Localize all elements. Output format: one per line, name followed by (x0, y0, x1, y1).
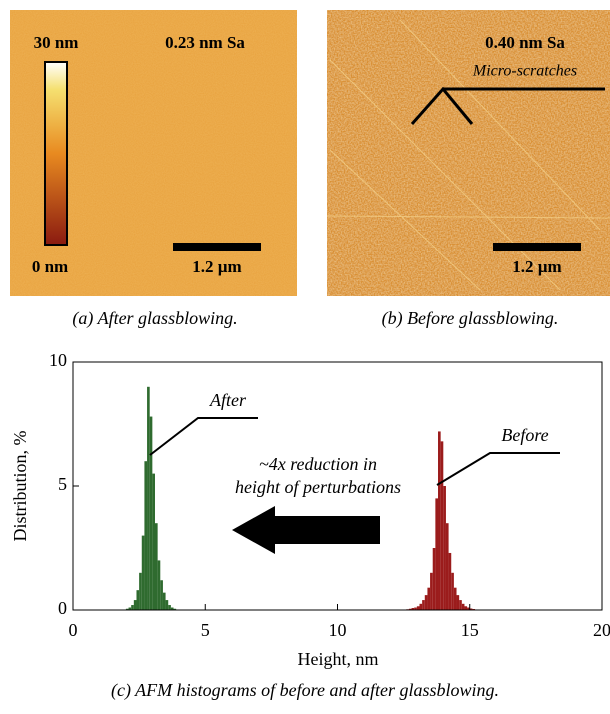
colorbar-min: 0 nm (32, 257, 68, 276)
histogram-bar (446, 523, 449, 610)
histogram-bar (166, 600, 169, 610)
y-tick-label: 10 (49, 350, 67, 370)
scale-bar-label: 1.2 µm (512, 257, 561, 276)
scale-bar (173, 243, 261, 251)
x-tick-label: 0 (69, 620, 78, 640)
histogram-bar (158, 560, 161, 610)
x-axis-label: Height, nm (298, 649, 379, 669)
figure: 30 nm 0 nm 0.23 nm Sa 1.2 µm (a) After g… (0, 0, 610, 709)
y-tick-label: 5 (58, 474, 67, 494)
histogram-bar (459, 600, 462, 610)
histogram-bar (425, 595, 428, 610)
x-tick-label: 20 (593, 620, 610, 640)
caption: (b) Before glassblowing. (382, 308, 559, 329)
histogram-bar (462, 604, 465, 610)
histogram-bar (163, 593, 166, 610)
histogram-bar (457, 595, 460, 610)
histogram-bar (443, 486, 446, 610)
roughness: 0.23 nm Sa (165, 33, 245, 52)
scale-bar-label: 1.2 µm (192, 257, 241, 276)
histogram-bar (417, 606, 420, 610)
series-label: After (209, 390, 247, 410)
histogram-bar (142, 536, 145, 610)
histogram-bar (435, 498, 438, 610)
histogram-bar (449, 553, 452, 610)
histogram-bar (134, 600, 137, 610)
histogram-bar (451, 573, 454, 610)
leader (437, 453, 560, 485)
x-tick-label: 5 (201, 620, 210, 640)
histogram-bar (147, 387, 150, 610)
histogram-bar (160, 580, 163, 610)
arrow (232, 506, 380, 554)
histogram-bar (131, 605, 134, 610)
histogram-bar (419, 604, 422, 610)
roughness: 0.40 nm Sa (485, 33, 565, 52)
annotation: height of perturbations (235, 477, 401, 497)
histogram-bar (433, 548, 436, 610)
histogram-bar (150, 417, 153, 610)
histogram-bar (430, 573, 433, 610)
x-tick-label: 10 (329, 620, 347, 640)
histogram-bar (144, 461, 147, 610)
y-tick-label: 0 (58, 598, 67, 618)
y-axis-label: Distribution, % (10, 430, 30, 541)
histogram-bar (441, 441, 444, 610)
histogram-bar (464, 606, 467, 610)
histogram-bar (168, 605, 171, 610)
afm-image (327, 10, 610, 296)
histogram-bar (139, 573, 142, 610)
histogram-bar (152, 474, 155, 610)
leader (150, 418, 258, 455)
histogram-bar (136, 590, 139, 610)
histogram-bar (454, 588, 457, 610)
caption: (a) After glassblowing. (72, 308, 237, 329)
annotation: ~4x reduction in (259, 454, 377, 474)
x-tick-label: 15 (461, 620, 479, 640)
scale-bar (493, 243, 581, 251)
series-label: Before (501, 425, 548, 445)
colorbar (45, 62, 67, 245)
plot (126, 387, 483, 610)
histogram-bar (427, 588, 430, 610)
histogram-bar (155, 523, 158, 610)
caption: (c) AFM histograms of before and after g… (111, 680, 499, 701)
colorbar-max: 30 nm (34, 33, 79, 52)
annotation: Micro-scratches (472, 63, 577, 80)
histogram-bar (438, 431, 441, 610)
histogram-bar (422, 600, 425, 610)
